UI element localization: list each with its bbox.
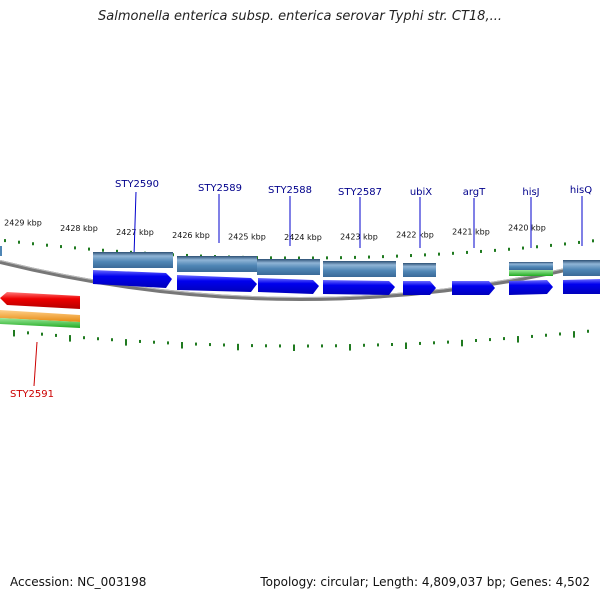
reverse-gene-track <box>0 292 80 328</box>
gene-arrow-ubiX[interactable] <box>403 281 436 295</box>
steel-feature <box>93 252 173 268</box>
steel-feature <box>563 260 600 276</box>
gene-arrow-hisQ[interactable] <box>563 279 600 294</box>
gene-arrow-hisJ[interactable] <box>509 280 553 295</box>
backbone-track <box>0 260 600 301</box>
ruler-tick-label: 2424 kbp <box>284 233 322 242</box>
forward-gene-track <box>93 270 600 295</box>
gene-leaders <box>133 191 583 257</box>
gene-arrow-STY2587[interactable] <box>323 280 395 295</box>
leader-STY2590 <box>133 191 137 257</box>
gene-label-STY2588[interactable]: STY2588 <box>268 185 312 196</box>
edge-feature <box>0 246 2 256</box>
gene-arrow-STY2590[interactable] <box>93 270 172 288</box>
ruler-tick-label: 2422 kbp <box>396 231 434 240</box>
ruler-tick-label: 2425 kbp <box>228 232 266 241</box>
ruler-tick-label: 2421 kbp <box>452 227 490 236</box>
gene-label-hisJ[interactable]: hisJ <box>522 187 539 198</box>
gene-arrow-STY2588[interactable] <box>258 278 319 294</box>
gene-label-argT[interactable]: argT <box>463 187 486 198</box>
gene-labels: STY2590 STY2589 STY2588 STY2587 ubiX arg… <box>115 179 592 198</box>
steel-feature <box>257 259 320 275</box>
ruler-tick-label: 2429 kbp <box>4 219 42 228</box>
ruler-tick-label: 2420 kbp <box>508 223 546 232</box>
green-feature <box>0 318 80 328</box>
accession-text: Accession: NC_003198 <box>10 575 147 589</box>
steel-feature <box>403 263 436 277</box>
genome-summary-text: Topology: circular; Length: 4,809,037 bp… <box>260 575 590 589</box>
leader-STY2591 <box>33 341 38 387</box>
gene-label-STY2590[interactable]: STY2590 <box>115 179 159 190</box>
gene-label-STY2591[interactable]: STY2591 <box>10 389 54 400</box>
gene-label-STY2589[interactable]: STY2589 <box>198 183 242 194</box>
steel-feature <box>177 256 257 272</box>
gene-arrow-argT[interactable] <box>452 281 495 295</box>
steel-feature-track <box>93 252 600 277</box>
backbone-highlight <box>0 260 600 298</box>
gene-label-hisQ[interactable]: hisQ <box>570 185 592 196</box>
ruler-tick-label: 2426 kbp <box>172 231 210 240</box>
gene-label-STY2587[interactable]: STY2587 <box>338 187 382 198</box>
lower-tick-row <box>13 329 589 351</box>
ruler-tick-label: 2428 kbp <box>60 224 98 233</box>
gene-label-ubiX[interactable]: ubiX <box>410 187 432 198</box>
green-feature <box>509 270 553 276</box>
gene-arrow-STY2591[interactable] <box>0 292 80 309</box>
ruler-tick-label: 2423 kbp <box>340 232 378 241</box>
steel-feature <box>323 261 396 277</box>
map-title: Salmonella enterica subsp. enterica sero… <box>98 9 502 24</box>
gene-arrow-STY2589[interactable] <box>177 275 257 292</box>
steel-feature <box>509 262 553 270</box>
